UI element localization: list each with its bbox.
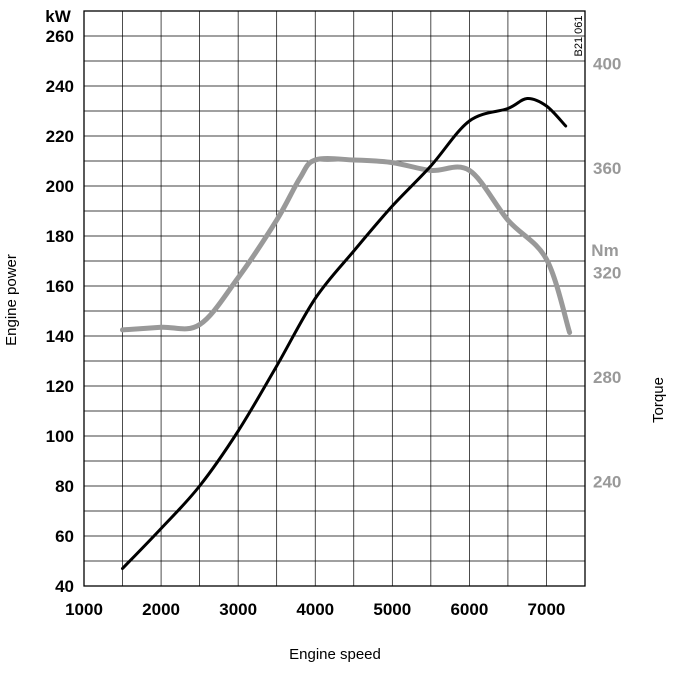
x-axis-title: Engine speed bbox=[289, 646, 381, 663]
right-tick-label: 400 bbox=[593, 54, 621, 73]
data-curves bbox=[120, 96, 573, 570]
x-tick-label: 7000 bbox=[528, 600, 566, 619]
right-unit-label: Nm bbox=[591, 241, 618, 260]
left-tick-label: 220 bbox=[46, 127, 74, 146]
left-tick-label: 260 bbox=[46, 27, 74, 46]
left-tick-label: 180 bbox=[46, 227, 74, 246]
right-tick-label: 240 bbox=[593, 472, 621, 491]
y-axis-right-title: Torque bbox=[650, 377, 667, 423]
left-tick-label: 80 bbox=[55, 477, 74, 496]
left-tick-label: 60 bbox=[55, 527, 74, 546]
x-tick-label: 4000 bbox=[296, 600, 334, 619]
left-tick-labels: 40 60 80 100 120 140 160 180 200 220 240 260 bbox=[46, 27, 74, 596]
y-axis-left-title: Engine power bbox=[3, 254, 20, 346]
x-tick-labels: 1000 2000 3000 4000 5000 6000 7000 bbox=[65, 600, 565, 619]
left-tick-label: 240 bbox=[46, 77, 74, 96]
power-curve bbox=[121, 96, 568, 570]
right-tick-label: 280 bbox=[593, 368, 621, 387]
left-unit-label: kW bbox=[45, 7, 71, 26]
right-tick-label: 360 bbox=[593, 159, 621, 178]
right-tick-label: 320 bbox=[593, 263, 621, 282]
left-tick-label: 140 bbox=[46, 327, 74, 346]
right-tick-labels: 240 280 320 360 400 bbox=[593, 54, 621, 491]
left-tick-label: 160 bbox=[46, 277, 74, 296]
plot-frame bbox=[83, 10, 586, 587]
x-tick-label: 6000 bbox=[450, 600, 488, 619]
figure-code: B21 061 bbox=[573, 16, 585, 57]
x-tick-label: 2000 bbox=[142, 600, 180, 619]
x-tick-label: 1000 bbox=[65, 600, 103, 619]
x-tick-label: 3000 bbox=[219, 600, 257, 619]
x-tick-label: 5000 bbox=[373, 600, 411, 619]
grid-lines bbox=[84, 11, 585, 586]
left-tick-label: 120 bbox=[46, 377, 74, 396]
left-tick-label: 100 bbox=[46, 427, 74, 446]
torque-curve bbox=[120, 156, 573, 335]
left-tick-label: 200 bbox=[46, 177, 74, 196]
left-tick-label: 40 bbox=[55, 577, 74, 596]
